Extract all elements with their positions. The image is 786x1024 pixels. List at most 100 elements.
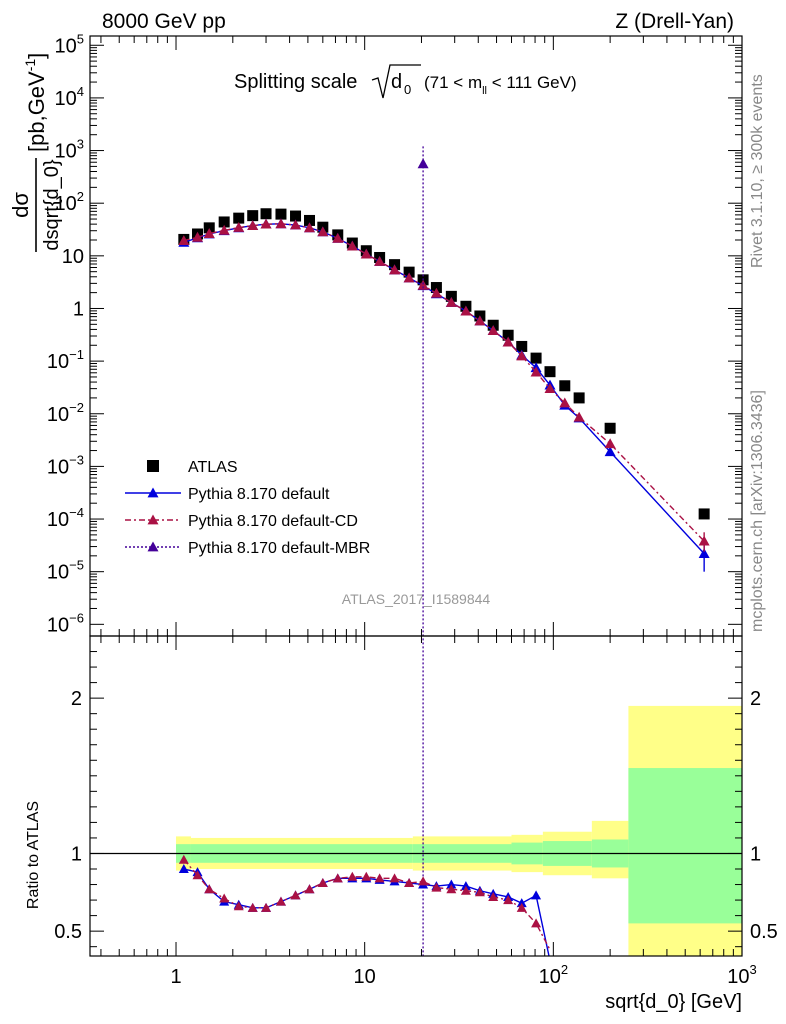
ylabel-denominator: dsqrt{d_0} [41, 159, 63, 251]
ratio-1-point-12 [347, 871, 358, 881]
ratio-1-point-19 [446, 884, 457, 894]
ratio-1-point-10 [317, 877, 328, 887]
series-2-point-3 [218, 224, 230, 235]
ratio-1-point-4 [233, 901, 244, 911]
ratio-1-point-11 [332, 873, 343, 883]
svg-text:0: 0 [404, 82, 411, 97]
series-2-point-0 [178, 235, 190, 245]
series-2-point-2 [203, 228, 215, 238]
atlas-point-29 [604, 422, 616, 434]
series-2-point-4 [233, 222, 245, 232]
ratio-1-point-13 [361, 871, 372, 881]
ratio-tick-label-left-1: 1 [71, 843, 82, 865]
x-axis-label: sqrt{d_0} [GeV] [605, 991, 742, 1013]
side-label-bottom: mcplots.cern.ch [arXiv:1306.3436] [749, 390, 766, 632]
atlas-point-6 [260, 208, 272, 220]
mbr-point [417, 158, 429, 169]
title-sqrt-sub: 0 [404, 82, 411, 97]
ratio-0-point-0 [178, 864, 189, 874]
axes: 1 10 102 10310510410310210110−110−210−310−4… [47, 31, 778, 988]
watermark-label: ATLAS_2017_I1589844 [342, 591, 491, 607]
series-2-point-16 [403, 272, 415, 283]
series-2-point-21 [474, 315, 486, 326]
ratio-1-point-2 [204, 884, 215, 894]
atlas-point-24 [516, 340, 528, 352]
y-tick-label-4: 10 [62, 246, 84, 268]
series-2-point-14 [374, 256, 386, 266]
series-2-point-28 [573, 411, 585, 422]
series-2-point-10 [317, 226, 329, 237]
lower-panel [178, 854, 551, 956]
ratio-1-point-18 [431, 882, 442, 892]
ratio-tick-label-right-1: 1 [750, 843, 761, 865]
series-2-point-8 [290, 219, 302, 230]
legend-marker-1 [147, 487, 159, 498]
ratio-1-point-6 [261, 902, 272, 912]
lower-ylabel: Ratio to ATLAS [25, 801, 42, 909]
legend-marker-3 [147, 541, 159, 552]
series-2-point-17 [417, 279, 429, 290]
legend-label-1: Pythia 8.170 default [188, 486, 330, 503]
ratio-1-point-15 [389, 873, 400, 883]
legend-label-2: Pythia 8.170 default-CD [188, 513, 358, 530]
series-2-point-19 [445, 296, 457, 307]
ratio-1-point-3 [219, 893, 230, 903]
band-green-6 [628, 768, 742, 924]
ratio-1-point-5 [247, 902, 258, 912]
series-2-point-24 [516, 350, 528, 361]
atlas-point-26 [544, 366, 556, 378]
ratio-1-point-8 [290, 890, 301, 900]
ylabel-unit: [pb,GeV [24, 71, 49, 152]
header-right: Z (Drell-Yan) [615, 10, 734, 33]
ratio-1-point-20 [460, 885, 471, 895]
x-tick-label-3: 103 [727, 962, 756, 988]
legend-marker-2 [147, 514, 159, 525]
atlas-point-19 [445, 290, 457, 302]
ratio-0-point-24 [516, 898, 527, 908]
series-2-point-30 [698, 535, 710, 546]
title-cut: (71 < m [424, 73, 482, 92]
series-2-point-29 [604, 438, 616, 449]
legend-label-3: Pythia 8.170 default-MBR [188, 540, 370, 557]
legend-label-0: ATLAS [188, 459, 238, 476]
ratio-tick-label-left-0: 0.5 [54, 921, 82, 943]
ratio-1-point-16 [404, 877, 415, 887]
ratio-1-point-14 [374, 873, 385, 883]
series-2-point-15 [389, 264, 401, 275]
x-tick-label-0: 1 [170, 966, 181, 988]
atlas-point-27 [559, 380, 571, 392]
series-2-point-23 [502, 336, 514, 347]
svg-text:[pb,GeV-1]: [pb,GeV-1] [22, 53, 49, 152]
uncertainty-bands [90, 705, 742, 956]
atlas-point-3 [218, 216, 230, 228]
ratio-1-point-21 [474, 887, 485, 897]
atlas-point-18 [430, 282, 442, 294]
series-2-point-7 [275, 218, 287, 229]
y-tick-label-0: 105 [55, 31, 84, 57]
ratio-tick-label-right-2: 2 [750, 688, 761, 710]
ratio-1-point-25 [531, 918, 542, 928]
y-tick-label-2: 103 [55, 137, 84, 163]
header-left: 8000 GeV pp [102, 10, 226, 33]
atlas-point-9 [304, 214, 316, 226]
series-2-point-20 [460, 305, 472, 316]
legend-marker-0 [147, 460, 159, 472]
ratio-1-point-22 [488, 891, 499, 901]
series-1-point-29 [604, 446, 616, 457]
atlas-point-2 [203, 222, 215, 234]
lower-frame [89, 635, 743, 957]
ylabel-unit-sup: -1 [22, 59, 38, 72]
y-tick-label-5: 1 [73, 298, 84, 320]
series-2-point-18 [430, 287, 442, 298]
ratio-0-point-25 [531, 890, 542, 900]
ratio-1-point-17 [418, 876, 429, 886]
title-sqrt-sign [371, 64, 421, 99]
x-tick-label-2: 102 [539, 962, 568, 988]
series-2-point-6 [260, 218, 272, 229]
svg-text:d: d [391, 71, 402, 93]
series-2-point-26 [544, 383, 556, 394]
atlas-point-16 [403, 266, 415, 278]
atlas-point-5 [247, 210, 259, 222]
upper-ylabel: dσ dsqrt{d_0} [pb,GeV-1] [8, 53, 63, 252]
